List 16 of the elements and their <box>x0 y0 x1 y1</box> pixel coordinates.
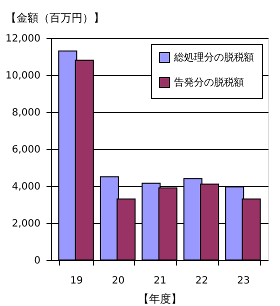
y-tick-label: 6,000 <box>12 144 40 156</box>
x-tick-label: 22 <box>195 276 208 286</box>
x-axis-title: 【年度】 <box>138 292 182 306</box>
y-tick-label: 4,000 <box>12 182 40 192</box>
y-tick-label: 0 <box>34 256 40 266</box>
x-tick-label: 21 <box>154 276 166 286</box>
legend-label: 告発分の脱税額 <box>174 76 244 88</box>
x-tick-label: 19 <box>70 276 83 286</box>
legend-label: 総処理分の脱税額 <box>173 52 254 64</box>
y-tick-label: 10,000 <box>6 70 40 82</box>
y-tick-label: 12,000 <box>6 34 40 44</box>
x-tick-label: 20 <box>112 276 125 286</box>
y-tick-label: 2,000 <box>12 218 40 230</box>
x-tick-label: 23 <box>237 276 250 286</box>
y-axis-title: 【金額（百万円）】 <box>6 12 104 24</box>
y-tick-label: 8,000 <box>12 108 40 118</box>
